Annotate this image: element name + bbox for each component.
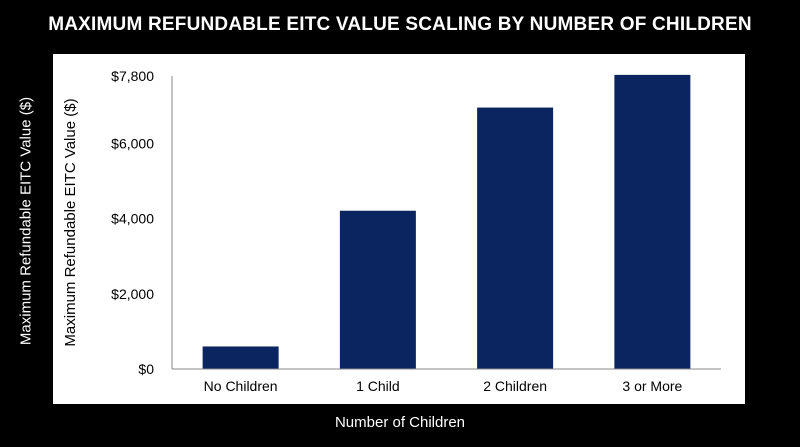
y-tick-label: $7,800 [111,68,154,84]
y-tick-label: $0 [138,361,154,377]
outer-x-axis-label: Number of Children [334,414,466,431]
chart-panel: $0 $2,000 $4,000 $6,000 $7,800 No Children 1 … [53,54,745,404]
y-tick-label: $6,000 [111,136,154,152]
bar [339,210,416,369]
bar [477,107,554,370]
y-tick-label: $4,000 [111,211,154,227]
bar-chart: $0 $2,000 $4,000 $6,000 $7,800 No Children 1 … [62,68,721,394]
x-tick-label: 2 Children [483,378,547,394]
y-axis-ticks: $0 $2,000 $4,000 $6,000 $7,800 [111,68,154,377]
bars [202,74,691,370]
chart-title: MAXIMUM REFUNDABLE EITC VALUE SCALING BY… [48,14,752,35]
outer-y-axis-label: Maximum Refundable EITC Value ($) [17,96,35,346]
x-tick-label: 1 Child [356,378,400,394]
y-axis-label: Maximum Refundable EITC Value ($) [62,98,79,346]
y-tick-label: $2,000 [111,286,154,302]
x-axis-ticks: No Children 1 Child 2 Children 3 or More [204,378,683,394]
bar [202,346,279,369]
x-tick-label: No Children [204,378,278,394]
bar [614,74,691,369]
x-tick-label: 3 or More [622,378,682,394]
